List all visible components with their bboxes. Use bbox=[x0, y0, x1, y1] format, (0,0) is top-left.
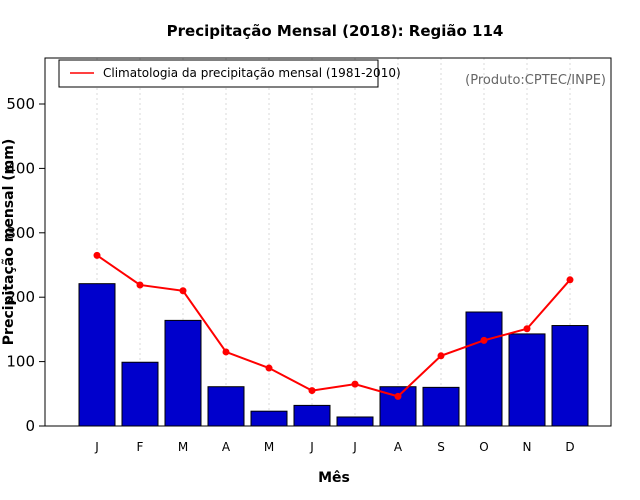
x-tick-label: A bbox=[394, 440, 403, 454]
climatology-point bbox=[523, 325, 531, 333]
x-tick-label: J bbox=[352, 440, 357, 454]
y-tick-label: 500 bbox=[6, 95, 35, 113]
chart-title: Precipitação Mensal (2018): Região 114 bbox=[167, 22, 504, 40]
climatology-point bbox=[437, 352, 445, 360]
climatology-point bbox=[566, 276, 574, 284]
x-tick-label: S bbox=[437, 440, 445, 454]
bar bbox=[293, 404, 331, 427]
source-annotation: (Produto:CPTEC/INPE) bbox=[465, 73, 606, 88]
y-axis-label: Precipitação mensal (mm) bbox=[1, 139, 17, 345]
climatology-point bbox=[136, 281, 144, 289]
bars bbox=[78, 283, 589, 427]
x-tick-label: D bbox=[565, 440, 574, 454]
x-tick-label: O bbox=[479, 440, 488, 454]
y-axis: 0 100 200 300 400 500 bbox=[6, 95, 46, 435]
climatology-point bbox=[351, 380, 359, 388]
climatology-series bbox=[93, 251, 574, 400]
x-tick-label: F bbox=[137, 440, 144, 454]
y-tick-label: 200 bbox=[6, 288, 35, 306]
x-tick-label: A bbox=[222, 440, 231, 454]
legend-entry-climatology: Climatologia da precipitação mensal (198… bbox=[103, 66, 401, 80]
x-tick-label: N bbox=[523, 440, 532, 454]
x-axis-label: Mês bbox=[318, 470, 350, 486]
x-tick-label: J bbox=[94, 440, 99, 454]
climatology-point bbox=[308, 387, 316, 395]
bar bbox=[465, 311, 503, 427]
y-tick-label: 100 bbox=[6, 353, 35, 371]
climatology-point bbox=[265, 364, 273, 372]
y-tick-label: 0 bbox=[25, 417, 35, 435]
bar bbox=[422, 386, 460, 427]
bar bbox=[121, 361, 159, 427]
bar bbox=[336, 416, 374, 427]
bar bbox=[207, 386, 245, 427]
climatology-point bbox=[480, 336, 488, 344]
climatology-point bbox=[222, 348, 230, 356]
x-tick-label: M bbox=[264, 440, 274, 454]
legend: Climatologia da precipitação mensal (198… bbox=[58, 59, 401, 88]
bar bbox=[78, 283, 116, 427]
y-tick-label: 400 bbox=[6, 159, 35, 177]
bar bbox=[551, 325, 589, 427]
bar bbox=[250, 410, 288, 427]
x-tick-label: M bbox=[178, 440, 188, 454]
y-tick-label: 300 bbox=[6, 224, 35, 242]
x-tick-label: J bbox=[309, 440, 314, 454]
climatology-point bbox=[179, 287, 187, 295]
climatology-point bbox=[93, 251, 101, 259]
climatology-line bbox=[96, 254, 571, 398]
climatology-point bbox=[394, 392, 402, 400]
bar bbox=[164, 319, 202, 427]
legend-box bbox=[58, 59, 379, 88]
bar bbox=[508, 333, 546, 427]
